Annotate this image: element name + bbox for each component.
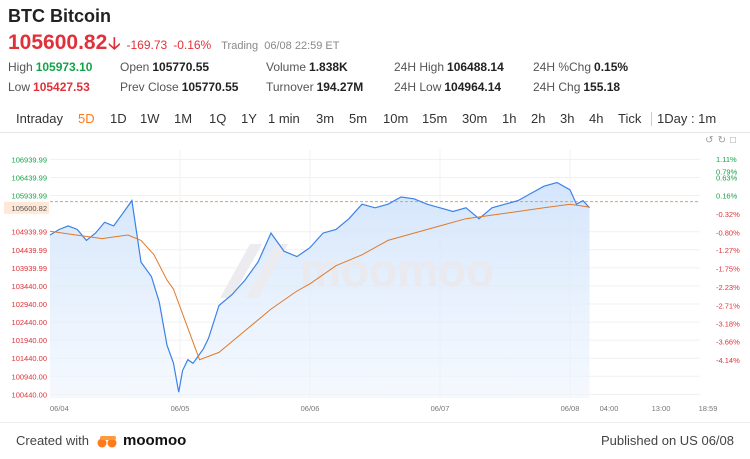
tab-5m[interactable]: 5m <box>349 111 368 126</box>
title: BTC Bitcoin <box>8 6 111 26</box>
stat-24h-chg: 24H %Chg 0.15% <box>533 60 629 74</box>
expand-icon[interactable]: □ <box>729 135 740 146</box>
stat-24h-chg: 24H Chg 155.18 <box>533 80 621 94</box>
undo-icon[interactable]: ↺ <box>705 135 718 146</box>
price-change-pct: -0.16% <box>173 38 212 52</box>
y-left-tick-label: 101940.00 <box>12 336 47 345</box>
trading-status: Trading 06/08 22:59 ET <box>221 40 340 52</box>
tab-1h[interactable]: 1h <box>502 111 517 126</box>
y-right-tick-label: -4.14% <box>716 356 740 365</box>
tab-10m[interactable]: 10m <box>383 111 409 126</box>
y-right-tick-label: -2.71% <box>716 301 740 310</box>
tab-15m[interactable]: 15m <box>422 111 448 126</box>
y-right-tick-label: -1.75% <box>716 265 740 274</box>
price-chart[interactable]: moomoo 106939.99 106439.99 105939.99 105600.… <box>0 148 750 418</box>
x-tick-label: 06/04 <box>50 404 69 413</box>
y-right-tick-label: 0.63% <box>716 174 738 183</box>
y-left-tick-label: 106439.99 <box>12 173 47 182</box>
stat-high: High 105973.10 <box>8 60 93 74</box>
tab-1y[interactable]: 1Y <box>241 111 257 126</box>
tab-30m[interactable]: 30m <box>462 111 488 126</box>
x-tick-label: 06/08 <box>561 404 580 413</box>
tab-intraday[interactable]: Intraday <box>16 111 63 126</box>
moomoo-logo-icon <box>97 434 119 448</box>
tab-2h[interactable]: 2h <box>531 111 546 126</box>
tab-divider <box>651 112 652 126</box>
y-left-tick-label: 104939.99 <box>12 228 47 237</box>
brand-name: moomoo <box>122 432 187 449</box>
tab-1m[interactable]: 1M <box>174 111 193 126</box>
y-left-tick-label: 105600.82 <box>12 204 47 213</box>
y-left-tick-label: 102440.00 <box>12 318 47 327</box>
footer: Created with moomoo Published on US 06/0… <box>0 422 750 459</box>
tab-1w[interactable]: 1W <box>140 111 160 126</box>
timeframe-tabs: Intraday 5D 1D 1W 1M 1Q 1Y 1 min 3m 5m 10m 15m 30m 1h… <box>0 106 750 133</box>
bracket-icon[interactable]: ↻ <box>717 135 730 146</box>
chart-tools: ↺↻□ <box>705 135 740 146</box>
stat-open: Open 105770.55 <box>120 60 210 74</box>
tab-3m[interactable]: 3m <box>316 111 335 126</box>
price-line <box>49 181 590 393</box>
watermark-text: moomoo <box>300 244 494 296</box>
down-arrow-icon: 🡣 <box>108 34 121 53</box>
y-left-tick-label: 106939.99 <box>12 155 47 164</box>
tab-1d[interactable]: 1D <box>110 111 127 126</box>
y-right-tick-label: -3.18% <box>716 319 740 328</box>
tab-3h[interactable]: 3h <box>560 111 575 126</box>
tab-tick[interactable]: Tick <box>618 111 642 126</box>
x-tick-label: 18:59 <box>699 404 718 413</box>
price-row: 105600.82 🡣 -169.73 -0.16% Trading 06/08… <box>8 31 339 55</box>
created-with: Created with moomoo <box>16 432 186 449</box>
y-left-tick-label: 105939.99 <box>12 192 47 201</box>
y-left-tick-label: 102940.00 <box>12 300 47 309</box>
y-left-tick-label: 104439.99 <box>12 246 47 255</box>
tab-5d[interactable]: 5D <box>78 111 95 126</box>
y-left-tick-label: 100940.00 <box>12 372 47 381</box>
y-left-tick-label: 103440.00 <box>12 282 47 291</box>
x-tick-label: 04:00 <box>600 404 619 413</box>
price-area <box>50 182 590 398</box>
tab-1-min[interactable]: 1 min <box>268 111 300 126</box>
tab-1q[interactable]: 1Q <box>209 111 227 126</box>
y-right-tick-label: -2.23% <box>716 283 740 292</box>
stat-turnover: Turnover 194.27M <box>266 80 364 94</box>
stat-24h-low: 24H Low 104964.14 <box>394 80 502 94</box>
stat-24h-high: 24H High 106488.14 <box>394 60 504 74</box>
y-right-tick-label: -0.80% <box>716 228 740 237</box>
stat-low: Low 105427.53 <box>8 80 90 94</box>
stat-prev-close: Prev Close 105770.55 <box>120 80 239 94</box>
current-price-tag <box>4 201 49 214</box>
price-change: -169.73 <box>126 38 168 52</box>
last-price: 105600.82 <box>8 31 108 54</box>
created-label: Created with <box>16 433 89 448</box>
y-right-tick-label: 1.11% <box>716 155 737 164</box>
stats-panel: High 105973.10 Open 105770.55 Volume 1.838K 24… <box>8 60 748 100</box>
x-tick-label: 06/05 <box>171 404 190 413</box>
y-left-tick-label: 100440.00 <box>12 390 47 399</box>
watermark-logo-icon <box>220 244 288 298</box>
average-line <box>49 203 590 361</box>
y-right-tick-label: 0.79% <box>716 167 738 176</box>
x-tick-label: 06/06 <box>301 404 320 413</box>
y-left-tick-label: 101440.00 <box>12 354 47 363</box>
tab-1day-1m[interactable]: 1Day : 1m <box>657 111 717 126</box>
x-tick-label: 06/07 <box>431 404 450 413</box>
y-right-tick-label: -1.27% <box>716 246 740 255</box>
y-right-tick-label: -3.66% <box>716 338 740 347</box>
published-date: Published on US 06/08 <box>601 433 734 448</box>
y-left-tick-label: 103939.99 <box>12 264 47 273</box>
tab-4h[interactable]: 4h <box>589 111 604 126</box>
y-right-tick-label: -0.32% <box>716 210 740 219</box>
stat-volume: Volume 1.838K <box>266 60 348 74</box>
y-right-tick-label: 0.16% <box>716 192 738 201</box>
x-tick-label: 13:00 <box>652 404 671 413</box>
